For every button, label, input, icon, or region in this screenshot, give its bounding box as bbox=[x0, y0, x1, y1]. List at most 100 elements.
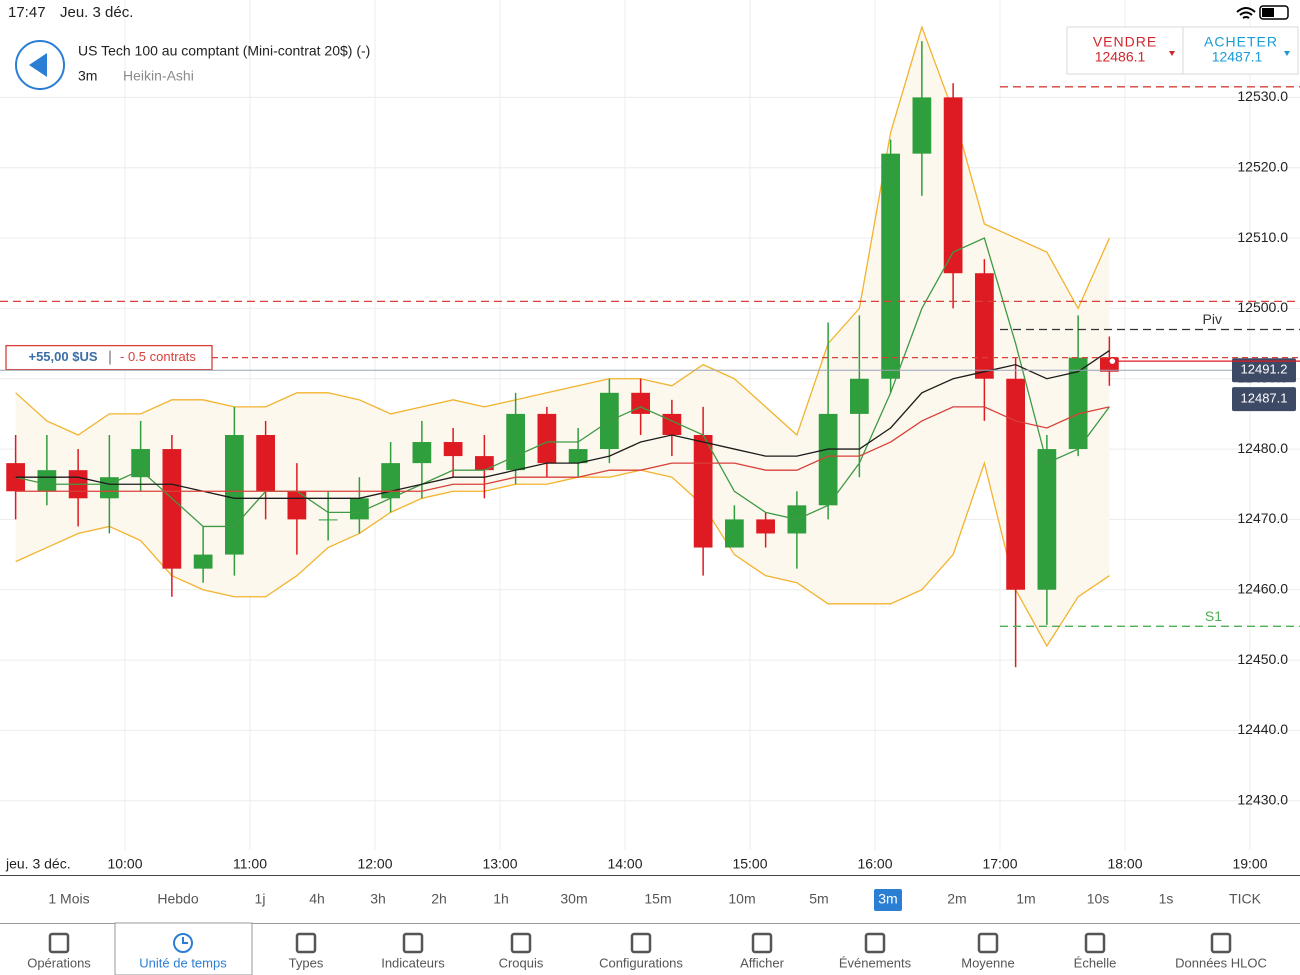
candle-body bbox=[225, 435, 244, 555]
toolbar-icon bbox=[1084, 932, 1106, 954]
toolbar-icon bbox=[510, 932, 532, 954]
candle-body bbox=[443, 442, 463, 457]
indicator-line bbox=[15, 350, 1110, 499]
x-tick-label: 13:00 bbox=[482, 856, 517, 872]
x-tick-label: 17:00 bbox=[982, 856, 1017, 872]
toolbar-icon bbox=[977, 932, 999, 954]
timeframe-option[interactable]: 3m bbox=[878, 891, 897, 907]
x-tick-label: 11:00 bbox=[233, 856, 267, 872]
candle-body bbox=[193, 554, 213, 569]
candle-body bbox=[631, 392, 650, 414]
position-tag[interactable] bbox=[5, 344, 213, 371]
chart: 10:00 11:00 12:00 13:00 14:00 15:00 16:00 17:00… bbox=[0, 0, 1300, 872]
toolbar-icon bbox=[630, 932, 652, 954]
toolbar-item[interactable]: Échelle bbox=[1074, 955, 1117, 970]
timeframe-option[interactable]: Hebdo bbox=[157, 891, 198, 907]
toolbar-item[interactable]: Événements bbox=[839, 955, 912, 970]
x-tick-label: 16:00 bbox=[857, 856, 892, 872]
toolbar-icon bbox=[751, 932, 773, 954]
chart-style: Heikin-Ashi bbox=[123, 68, 194, 84]
x-tick-label: 18:00 bbox=[1107, 856, 1142, 872]
timeframe-option[interactable]: 30m bbox=[560, 891, 587, 907]
band-lower bbox=[15, 460, 1110, 648]
timeframe-option[interactable]: 3h bbox=[370, 891, 386, 907]
candle-body bbox=[318, 519, 338, 521]
status-date: Jeu. 3 déc. bbox=[60, 4, 133, 21]
toolbar-icon bbox=[173, 933, 193, 953]
timeframe-selected[interactable] bbox=[874, 889, 902, 911]
y-tick-label: 12460.0 bbox=[1237, 580, 1288, 596]
toolbar-active[interactable] bbox=[114, 922, 253, 975]
sell-price[interactable]: 12486.1 bbox=[1095, 49, 1146, 65]
candle-body bbox=[1037, 449, 1057, 590]
timeframe-option[interactable]: 1h bbox=[493, 891, 509, 907]
buy-label[interactable]: ACHETER bbox=[1204, 34, 1278, 50]
toolbar-icon bbox=[48, 932, 70, 954]
candle-body bbox=[693, 435, 713, 548]
interval: 3m bbox=[78, 68, 97, 84]
battery-level bbox=[1262, 8, 1274, 17]
toolbar-item[interactable]: Configurations bbox=[599, 955, 683, 970]
candle-body bbox=[881, 153, 900, 379]
candle-body bbox=[162, 449, 182, 569]
toolbar-icon bbox=[402, 932, 424, 954]
timeframe-option[interactable]: 5m bbox=[809, 891, 828, 907]
x-tick-label: 12:00 bbox=[357, 856, 392, 872]
timeframe-option[interactable]: 1m bbox=[1016, 891, 1035, 907]
level-label: S1 bbox=[1205, 608, 1222, 624]
y-tick-label: 12440.0 bbox=[1237, 721, 1288, 737]
timeframe-option[interactable]: 2h bbox=[431, 891, 447, 907]
toolbar-icon bbox=[1210, 932, 1232, 954]
toolbar-item[interactable]: Croquis bbox=[499, 955, 544, 970]
level-label: Piv bbox=[1203, 311, 1222, 327]
position-size[interactable]: - 0.5 contrats bbox=[120, 349, 196, 364]
status-time: 17:47 bbox=[8, 4, 46, 21]
candle-body bbox=[912, 97, 932, 154]
timeframe-option[interactable]: 2m bbox=[947, 891, 966, 907]
candle-body bbox=[725, 519, 744, 548]
candle-body bbox=[256, 435, 275, 492]
last-price-dot bbox=[1108, 356, 1117, 366]
toolbar-item[interactable]: Données HLOC bbox=[1175, 955, 1267, 970]
y-tick-label: 12510.0 bbox=[1237, 229, 1288, 245]
timeframe-bar: 1 Mois Hebdo 1j 4h 3h 2h 1h 30m 15m 10m 5m 3m 2m 1m 10… bbox=[48, 889, 1262, 911]
candle-body bbox=[943, 97, 963, 274]
toolbar-item[interactable]: Moyenne bbox=[961, 955, 1014, 970]
toolbar-item[interactable]: Opérations bbox=[27, 955, 91, 970]
toolbar-item[interactable]: Unité de temps bbox=[139, 955, 227, 970]
toolbar-item[interactable]: Indicateurs bbox=[381, 955, 445, 970]
toolbar-icon bbox=[864, 932, 886, 954]
buy-price[interactable]: 12487.1 bbox=[1212, 49, 1263, 65]
candle-body bbox=[1006, 378, 1025, 590]
candle-body bbox=[381, 463, 400, 499]
candle-body bbox=[756, 519, 775, 534]
timeframe-option[interactable]: TICK bbox=[1229, 891, 1262, 907]
y-tick-label: 12430.0 bbox=[1237, 791, 1288, 807]
candle-body bbox=[475, 456, 494, 471]
toolbar-icon bbox=[182, 937, 188, 944]
y-tick-label: 12480.0 bbox=[1237, 440, 1288, 456]
y-tick-label: 12450.0 bbox=[1237, 651, 1288, 667]
indicator-line bbox=[15, 406, 1110, 492]
x-tick-label: 15:00 bbox=[732, 856, 767, 872]
timeframe-option[interactable]: 10m bbox=[728, 891, 755, 907]
timeframe-option[interactable]: 1s bbox=[1159, 891, 1174, 907]
timeframe-option[interactable]: 10s bbox=[1087, 891, 1110, 907]
timeframe-option[interactable]: 4h bbox=[309, 891, 325, 907]
timeframe-option[interactable]: 1j bbox=[255, 891, 266, 907]
timeframe-option[interactable]: 1 Mois bbox=[48, 891, 89, 907]
timeframe-option[interactable]: 15m bbox=[644, 891, 671, 907]
toolbar-item[interactable]: Types bbox=[289, 955, 324, 970]
candle-body bbox=[350, 498, 369, 520]
sell-label[interactable]: VENDRE bbox=[1093, 34, 1157, 50]
candle-body bbox=[568, 449, 588, 464]
position-pnl[interactable]: +55,00 $US bbox=[28, 349, 97, 364]
x-date-label: jeu. 3 déc. bbox=[5, 856, 71, 872]
band-upper bbox=[15, 24, 1110, 437]
x-tick-label: 14:00 bbox=[607, 856, 642, 872]
buy-caret bbox=[1284, 51, 1290, 56]
toolbar: Opérations Unité de temps Types Indicateurs… bbox=[27, 922, 1267, 975]
candle-body bbox=[412, 442, 432, 464]
toolbar-item[interactable]: Afficher bbox=[740, 955, 785, 970]
